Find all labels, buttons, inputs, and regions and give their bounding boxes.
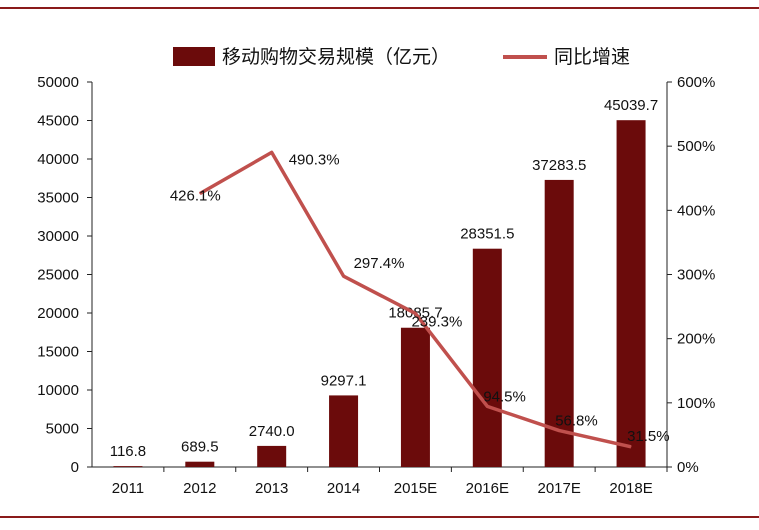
right-axis-tick-label: 100% [677,395,715,412]
x-axis-category-label: 2013 [255,480,288,497]
top-rule [0,7,759,9]
growth-rate-label: 426.1% [170,188,221,205]
right-axis-tick-label: 0% [677,459,699,476]
bar-2017E [544,179,574,467]
growth-rate-label: 239.3% [411,313,462,330]
bar-value-label: 116.8 [110,443,146,460]
growth-rate-point-2018E [630,446,632,448]
legend-label-line: 同比增速 [554,46,630,68]
x-axis-category-label: 2018E [609,480,652,497]
bar-2012 [185,461,215,467]
growth-rate-label: 94.5% [483,388,526,405]
bar-value-label: 37283.5 [532,157,586,174]
bar-2015E [400,327,430,467]
x-axis-category-label: 2015E [394,480,437,497]
left-axis-tick-label: 50000 [37,74,79,91]
growth-rate-label: 56.8% [555,413,598,430]
legend-label-bar: 移动购物交易规模（亿元） [222,46,450,68]
bar-2016E [472,248,502,467]
growth-rate-label: 490.3% [289,151,340,168]
legend-swatch-bar [173,47,215,66]
growth-rate-point-2014 [343,275,345,277]
bar-2011 [113,466,143,467]
bar-value-label: 2740.0 [249,423,295,440]
bottom-rule [0,516,759,518]
left-axis-tick-label: 0 [71,459,79,476]
right-axis-tick-label: 600% [677,74,715,91]
left-axis-tick-label: 30000 [37,228,79,245]
left-axis-tick-label: 20000 [37,305,79,322]
right-axis-tick-label: 300% [677,267,715,284]
growth-rate-point-2013 [271,151,273,153]
x-axis-category-label: 2011 [112,480,144,497]
bar-value-label: 45039.7 [604,97,658,114]
growth-rate-point-2015E [414,312,416,314]
growth-rate-point-2016E [486,405,488,407]
left-axis-tick-label: 5000 [46,421,79,438]
left-axis-tick-label: 10000 [37,382,79,399]
x-axis-category-label: 2017E [538,480,581,497]
bar-value-label: 28351.5 [460,226,514,243]
growth-rate-point-2012 [199,193,201,195]
growth-rate-point-2017E [558,430,560,432]
x-axis-category-label: 2012 [183,480,216,497]
right-axis-tick-label: 200% [677,331,715,348]
x-axis-category-label: 2014 [327,480,360,497]
left-axis-tick-label: 40000 [37,151,79,168]
growth-rate-label: 31.5% [627,428,670,445]
bar-2013 [257,445,287,467]
bar-2018E [616,120,646,468]
x-axis-category-label: 2016E [466,480,509,497]
bar-value-label: 689.5 [181,439,219,456]
bar-value-label: 9297.1 [321,372,367,389]
left-axis-tick-label: 35000 [37,190,79,207]
left-axis-tick-label: 45000 [37,113,79,130]
right-axis-tick-label: 400% [677,202,715,219]
left-axis-tick-label: 15000 [37,344,79,361]
right-axis-tick-label: 500% [677,138,715,155]
growth-rate-label: 297.4% [354,255,405,272]
left-axis-tick-label: 25000 [37,267,79,284]
bar-2014 [329,395,359,467]
